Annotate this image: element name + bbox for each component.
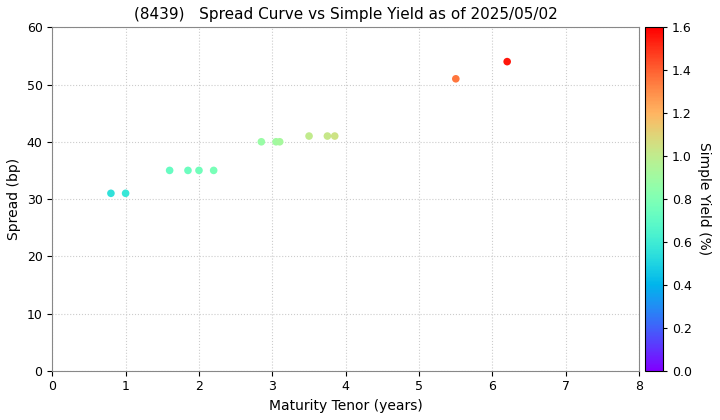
Point (256, 139, 267, 145)
Point (105, 190, 117, 197)
Point (193, 167, 204, 174)
Point (501, 58, 513, 65)
Y-axis label: Simple Yield (%): Simple Yield (%) (697, 142, 711, 256)
Title: (8439)   Spread Curve vs Simple Yield as of 2025/05/02: (8439) Spread Curve vs Simple Yield as o… (134, 7, 557, 22)
Point (274, 139, 285, 145)
Point (270, 139, 282, 145)
Point (303, 133, 315, 139)
Point (182, 167, 194, 174)
X-axis label: Maturity Tenor (years): Maturity Tenor (years) (269, 399, 423, 413)
Point (322, 133, 333, 139)
Y-axis label: Spread (bp): Spread (bp) (7, 158, 21, 240)
Point (329, 133, 341, 139)
Point (120, 190, 131, 197)
Point (450, 76, 462, 82)
Point (164, 167, 176, 174)
Point (208, 167, 220, 174)
